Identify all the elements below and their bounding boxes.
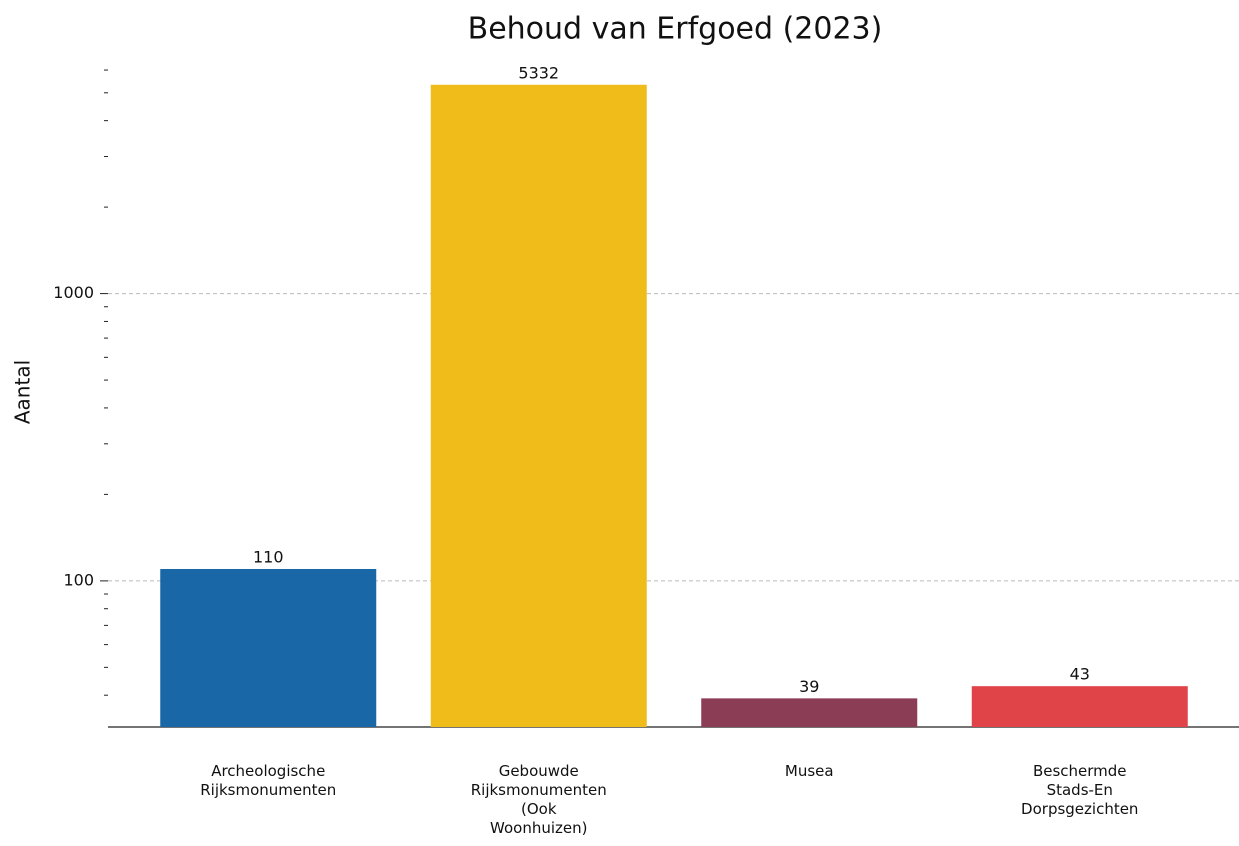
x-tick-label: Archeologische Rijksmonumenten (200, 762, 337, 799)
bar-value-label: 110 (253, 547, 284, 566)
y-tick-label: 100 (63, 570, 94, 589)
bar (430, 84, 647, 728)
bar-value-label: 43 (1070, 665, 1090, 684)
bar (971, 686, 1188, 727)
y-tick-label: 1000 (53, 283, 94, 302)
bar (160, 568, 377, 727)
y-axis-label: Aantal (11, 360, 35, 424)
chart-title: Behoud van Erfgoed (2023) (468, 12, 883, 47)
bar-value-label: 39 (799, 677, 819, 696)
bar (701, 698, 918, 727)
x-tick-label: Musea (784, 762, 834, 780)
x-tick-label: Gebouwde Rijksmonumenten (Ook Woonhuizen… (470, 762, 607, 837)
x-tick-label: Beschermde Stads-En Dorpsgezichten (1021, 762, 1139, 818)
bar-value-label: 5332 (518, 63, 559, 82)
